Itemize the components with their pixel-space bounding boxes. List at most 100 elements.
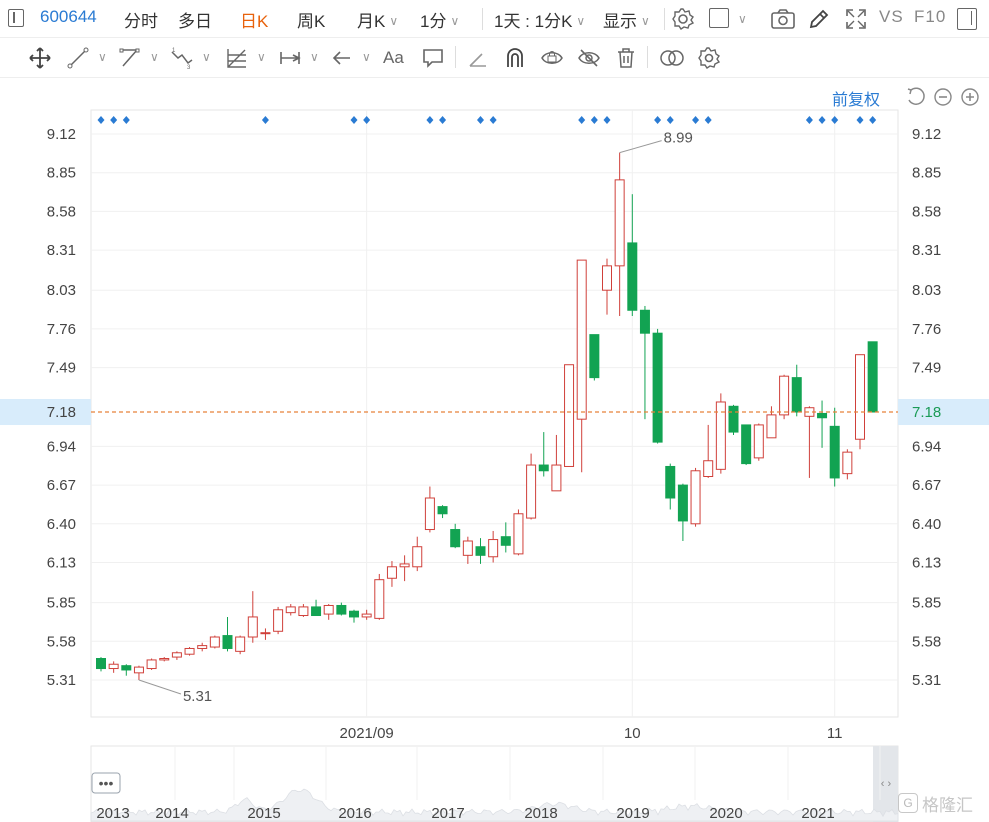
zoom-out-icon[interactable] bbox=[932, 86, 954, 108]
event-marker-icon bbox=[477, 116, 484, 124]
pencil-icon[interactable] bbox=[807, 7, 831, 36]
navigator-volume-area bbox=[90, 788, 899, 822]
y-tick-right: 8.31 bbox=[912, 242, 941, 259]
watermark-text: 格隆汇 bbox=[922, 795, 973, 815]
range-icon[interactable]: ∨ bbox=[278, 46, 319, 70]
y-tick-left: 6.94 bbox=[47, 438, 76, 455]
y-tick-right: 8.58 bbox=[912, 203, 941, 220]
zoom-in-icon[interactable] bbox=[959, 86, 981, 108]
vs-compare-button[interactable]: VS bbox=[879, 7, 904, 26]
compare-icon[interactable] bbox=[658, 46, 686, 70]
y-tick-right: 6.13 bbox=[912, 554, 941, 571]
text-icon[interactable]: Aa bbox=[383, 48, 404, 67]
y-tick-left: 8.03 bbox=[47, 282, 76, 299]
eye-lock-icon[interactable] bbox=[540, 46, 564, 70]
y-tick-right: 8.03 bbox=[912, 282, 941, 299]
chevron-down-icon: ∨ bbox=[389, 14, 399, 28]
navigator-handle-label: ••• bbox=[99, 775, 114, 791]
candle-up bbox=[247, 616, 258, 638]
candle-down bbox=[475, 546, 486, 556]
event-marker-icon bbox=[654, 116, 662, 124]
arrow-icon[interactable]: ∨ bbox=[330, 46, 371, 70]
hide-icon[interactable] bbox=[577, 46, 601, 70]
tab-weekly-k[interactable]: 周K bbox=[297, 12, 326, 31]
current-price-bg-left bbox=[0, 399, 91, 426]
wave-icon[interactable]: 1 3 ∨ bbox=[170, 46, 211, 71]
fullscreen-icon[interactable] bbox=[844, 7, 868, 36]
line-icon[interactable]: ∨ bbox=[66, 46, 107, 70]
candle-up bbox=[766, 414, 777, 439]
tab-1min[interactable]: 1分 ∨ bbox=[420, 7, 459, 32]
comment-icon[interactable] bbox=[421, 46, 445, 70]
event-marker-icon bbox=[831, 116, 839, 124]
magnet-icon[interactable] bbox=[503, 46, 527, 70]
stock-code[interactable]: 600644 bbox=[40, 7, 97, 26]
tab-intraday[interactable]: 分时 bbox=[124, 12, 158, 31]
event-marker-icon bbox=[692, 116, 700, 124]
candle-down bbox=[589, 334, 600, 379]
event-marker-icon bbox=[818, 116, 826, 124]
candle-up bbox=[285, 606, 296, 614]
chevron-down-icon[interactable]: ∨ bbox=[738, 12, 747, 26]
navigator-year-label: 2020 bbox=[709, 805, 742, 822]
candle-up bbox=[374, 579, 385, 619]
f10-button[interactable]: F10 bbox=[914, 7, 947, 26]
candle-down bbox=[222, 635, 233, 649]
candle-up bbox=[462, 540, 473, 556]
polyline-icon[interactable]: ∨ bbox=[118, 46, 159, 70]
tab-monthly-k-label: 月K bbox=[357, 12, 386, 31]
candle-up bbox=[564, 364, 575, 467]
multi-period-select[interactable]: 1天 : 1分K ∨ bbox=[494, 7, 585, 32]
y-tick-right: 5.85 bbox=[912, 595, 941, 612]
x-tick-label: 2021/09 bbox=[340, 725, 394, 742]
candle-down bbox=[311, 606, 322, 617]
y-tick-left: 6.40 bbox=[47, 516, 76, 533]
y-tick-right: 5.31 bbox=[912, 672, 941, 689]
y-tick-right: 7.76 bbox=[912, 321, 941, 338]
layout-box-icon[interactable] bbox=[709, 8, 729, 28]
side-panel-icon[interactable] bbox=[957, 8, 977, 30]
tab-multi-day[interactable]: 多日 bbox=[178, 12, 212, 31]
navigator-frame bbox=[90, 745, 899, 822]
max-price-label: 8.99 bbox=[664, 130, 693, 147]
drawing-toolbar: ∨ ∨ 1 3 ∨ ∨ ∨ ∨ Aa bbox=[0, 38, 989, 78]
navigator-year-label: 2016 bbox=[338, 805, 371, 822]
trash-icon[interactable] bbox=[614, 46, 638, 70]
panel-toggle-icon[interactable] bbox=[8, 9, 24, 27]
candle-up bbox=[690, 470, 701, 525]
event-marker-icon bbox=[856, 116, 864, 124]
x-tick-label: 11 bbox=[827, 725, 843, 742]
y-tick-right: 7.49 bbox=[912, 360, 941, 377]
display-label: 显示 bbox=[603, 12, 637, 31]
current-price-label-right: 7.18 bbox=[912, 404, 941, 421]
y-tick-left: 6.13 bbox=[47, 554, 76, 571]
reset-icon[interactable] bbox=[905, 86, 927, 108]
divider bbox=[482, 8, 483, 30]
y-tick-left: 5.31 bbox=[47, 672, 76, 689]
candle-down bbox=[96, 658, 106, 670]
tab-daily-k[interactable]: 日K bbox=[240, 12, 269, 31]
display-select[interactable]: 显示 ∨ bbox=[603, 7, 650, 32]
y-tick-left: 8.58 bbox=[47, 203, 76, 220]
min-leader-line bbox=[138, 679, 182, 695]
candle-down bbox=[121, 665, 132, 671]
candle-up bbox=[753, 424, 764, 459]
candle-up bbox=[273, 609, 284, 632]
event-marker-icon bbox=[603, 116, 611, 124]
y-tick-left: 6.67 bbox=[47, 477, 76, 494]
tab-monthly-k[interactable]: 月K ∨ bbox=[357, 7, 398, 32]
candle-up bbox=[526, 464, 537, 519]
y-tick-right: 5.58 bbox=[912, 633, 941, 650]
camera-icon[interactable] bbox=[770, 7, 796, 36]
angle-icon[interactable] bbox=[466, 46, 490, 70]
y-tick-left: 8.85 bbox=[47, 165, 76, 182]
move-icon[interactable] bbox=[28, 46, 52, 70]
settings-gear-icon[interactable] bbox=[671, 7, 695, 36]
event-marker-icon bbox=[805, 116, 813, 124]
y-tick-left: 9.12 bbox=[47, 126, 76, 143]
divider bbox=[455, 46, 456, 68]
fib-icon[interactable]: ∨ bbox=[225, 46, 266, 70]
price-adjust-toggle[interactable]: 前复权 bbox=[832, 92, 881, 109]
settings-icon[interactable] bbox=[697, 46, 721, 70]
